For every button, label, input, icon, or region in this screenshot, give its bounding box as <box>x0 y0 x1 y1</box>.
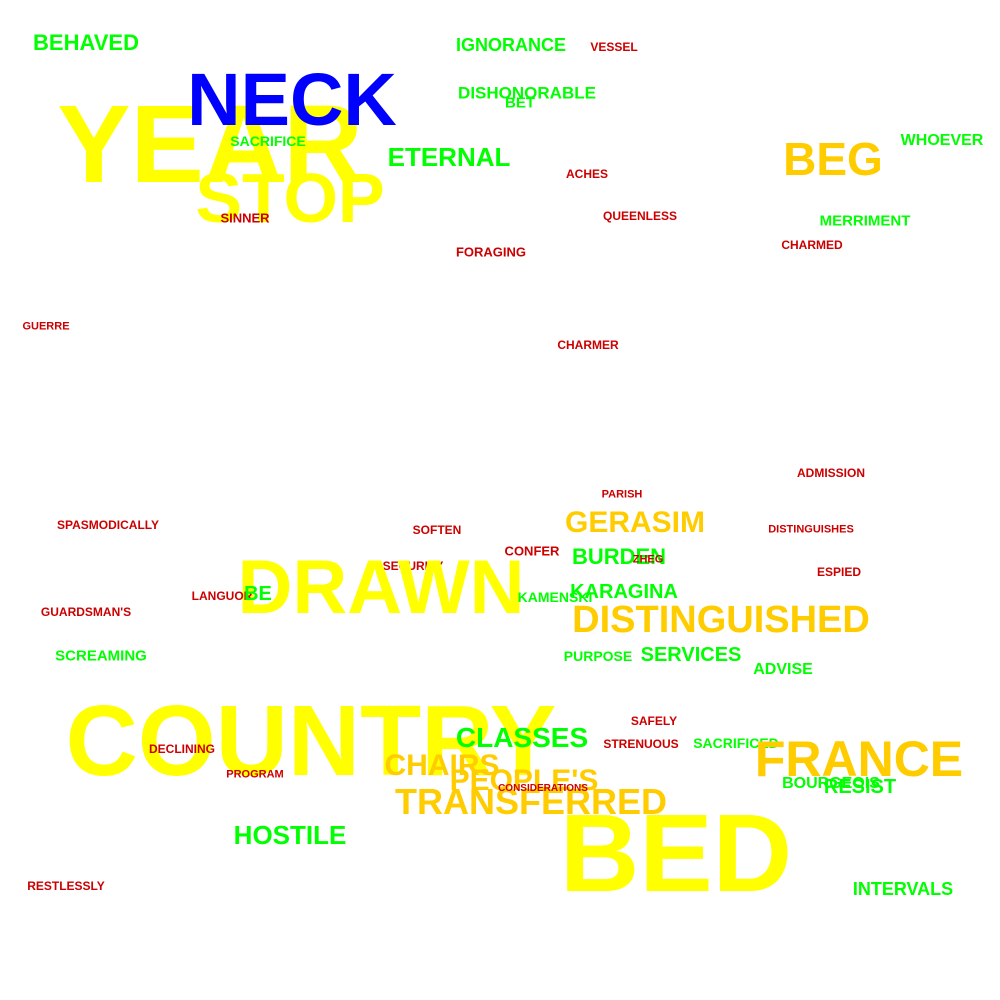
word-services: SERVICES <box>640 644 742 666</box>
word-spasmodically: SPASMODICALLY <box>56 518 160 532</box>
word-distinguishes: DISTINGUISHES <box>768 523 854 536</box>
word-admission: ADMISSION <box>796 466 866 480</box>
word-karagina: KARAGINA <box>570 581 678 603</box>
word-classes: CLASSES <box>455 722 589 753</box>
word-beg: BEG <box>783 133 883 185</box>
word-hostile: HOSTILE <box>233 820 347 850</box>
word-resist: RESIST <box>823 776 897 798</box>
word-charmer: CHARMER <box>557 338 619 352</box>
word-distinguished: DISTINGUISHED <box>572 599 870 641</box>
word-kamenski: KAMENSKI <box>517 589 593 605</box>
word-strenuous: STRENUOUS <box>603 737 679 751</box>
word-aches: ACHES <box>565 167 609 181</box>
word-stop: STOP <box>195 159 385 237</box>
word-advise: ADVISE <box>753 661 813 678</box>
word-guerre: GUERRE <box>22 320 70 333</box>
word-intervals: INTERVALS <box>852 879 954 899</box>
word-people-s: PEOPLE'S <box>449 764 599 797</box>
word-france: FRANCE <box>754 731 964 787</box>
word-bet: BET <box>505 94 535 112</box>
word-dishonorable: DISHONORABLE <box>458 83 596 103</box>
word-sacrificed: SACRIFICED <box>693 735 779 751</box>
word-behaved: BEHAVED <box>33 30 139 55</box>
word-sinner: SINNER <box>220 210 270 226</box>
word-drawn: DRAWN <box>237 545 525 630</box>
word-queenless: QUEENLESS <box>602 209 678 223</box>
word-zheg: ZHEG <box>632 553 664 566</box>
word-parish: PARISH <box>601 488 643 501</box>
word-purpose: PURPOSE <box>563 648 633 664</box>
word-confer: CONFER <box>504 543 560 559</box>
word-restlessly: RESTLESSLY <box>27 879 105 893</box>
word-transferred: TRANSFERRED <box>394 781 668 822</box>
word-neck: NECK <box>187 58 397 141</box>
word-sacrifice: SACRIFICE <box>230 133 306 149</box>
word-merriment: MERRIMENT <box>819 212 911 230</box>
word-security: SECURITY <box>382 559 444 573</box>
word-burden: BURDEN <box>571 544 667 569</box>
word-considerations: CONSIDERATIONS <box>498 783 588 794</box>
word-foraging: FORAGING <box>455 244 527 260</box>
word-gerasim: GERASIM <box>564 506 706 539</box>
word-eternal: ETERNAL <box>387 142 511 172</box>
word-screaming: SCREAMING <box>55 647 147 665</box>
word-soften: SOFTEN <box>412 523 462 537</box>
word-bourgeois: BOURGEOIS <box>782 775 880 792</box>
word-chairs: CHAIRS <box>384 749 500 782</box>
word-whoever: WHOEVER <box>900 132 984 149</box>
word-bed: BED <box>559 792 793 915</box>
word-ignorance: IGNORANCE <box>455 35 567 55</box>
word-program: PROGRAM <box>226 768 284 781</box>
word-vessel: VESSEL <box>590 40 638 54</box>
word-languor: LANGUOR <box>191 589 253 603</box>
word-declining: DECLINING <box>149 742 215 756</box>
word-year: YEAR <box>57 83 363 206</box>
word-be: BE <box>244 583 272 605</box>
word-safely: SAFELY <box>630 714 678 728</box>
word-charmed: CHARMED <box>781 238 843 252</box>
word-guardsman-s: GUARDSMAN'S <box>40 605 132 619</box>
word-country: COUNTRY <box>65 685 557 797</box>
word-espied: ESPIED <box>816 565 862 579</box>
